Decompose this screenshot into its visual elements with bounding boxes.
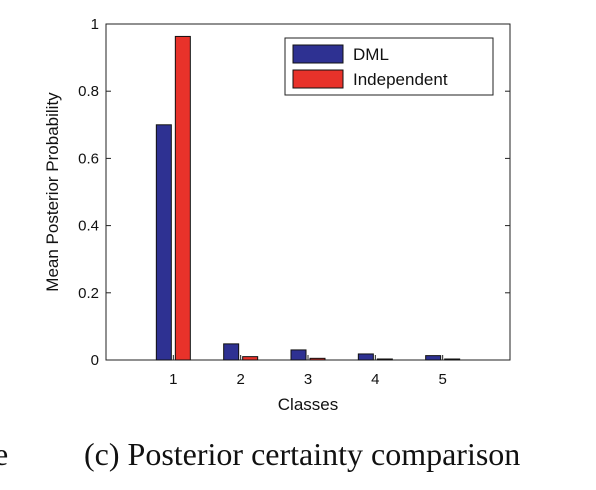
bar-independent-class-5 xyxy=(444,358,461,361)
x-ticks: 1 2 3 4 5 xyxy=(169,355,447,388)
x-tick-label: 5 xyxy=(438,371,446,388)
bar-dml-class-1 xyxy=(155,124,172,361)
y-ticks: 0 0.2 0.4 0.6 0.8 1 xyxy=(78,16,510,369)
caption-edge-fragment: e xyxy=(0,436,9,472)
bar-independent-class-2 xyxy=(242,356,259,361)
bar-dml-class-4 xyxy=(357,353,374,361)
bar-chart: 0 0.2 0.4 0.6 0.8 1 1 2 3 4 5 Classes Mean Poster… xyxy=(43,16,511,414)
x-tick-label: 1 xyxy=(169,371,177,388)
bar-independent-class-3 xyxy=(309,357,326,361)
legend-label-independent: Independent xyxy=(353,70,448,89)
y-tick-label: 1 xyxy=(91,16,99,33)
bar-dml-class-5 xyxy=(425,355,442,361)
y-tick-label: 0.6 xyxy=(78,150,99,167)
bar-independent-class-1 xyxy=(174,35,191,361)
y-tick-label: 0.8 xyxy=(78,83,99,100)
bar-dml-class-2 xyxy=(223,343,240,361)
y-tick-label: 0.2 xyxy=(78,285,99,302)
legend-swatch-independent xyxy=(292,69,344,89)
y-tick-label: 0.4 xyxy=(78,218,99,235)
y-tick-label: 0 xyxy=(91,352,99,369)
figure-caption: (c) Posterior certainty comparison xyxy=(84,436,521,472)
x-axis-title: Classes xyxy=(278,395,338,414)
x-tick-label: 2 xyxy=(236,371,244,388)
x-tick-label: 4 xyxy=(371,371,379,388)
legend-swatch-dml xyxy=(292,44,344,64)
legend-label-dml: DML xyxy=(353,45,389,64)
bar-dml-class-3 xyxy=(290,349,307,361)
bars xyxy=(155,35,461,361)
legend: DML Independent xyxy=(284,37,494,96)
bar-independent-class-4 xyxy=(376,358,393,361)
y-axis-title: Mean Posterior Probability xyxy=(43,92,62,292)
x-tick-label: 3 xyxy=(304,371,312,388)
